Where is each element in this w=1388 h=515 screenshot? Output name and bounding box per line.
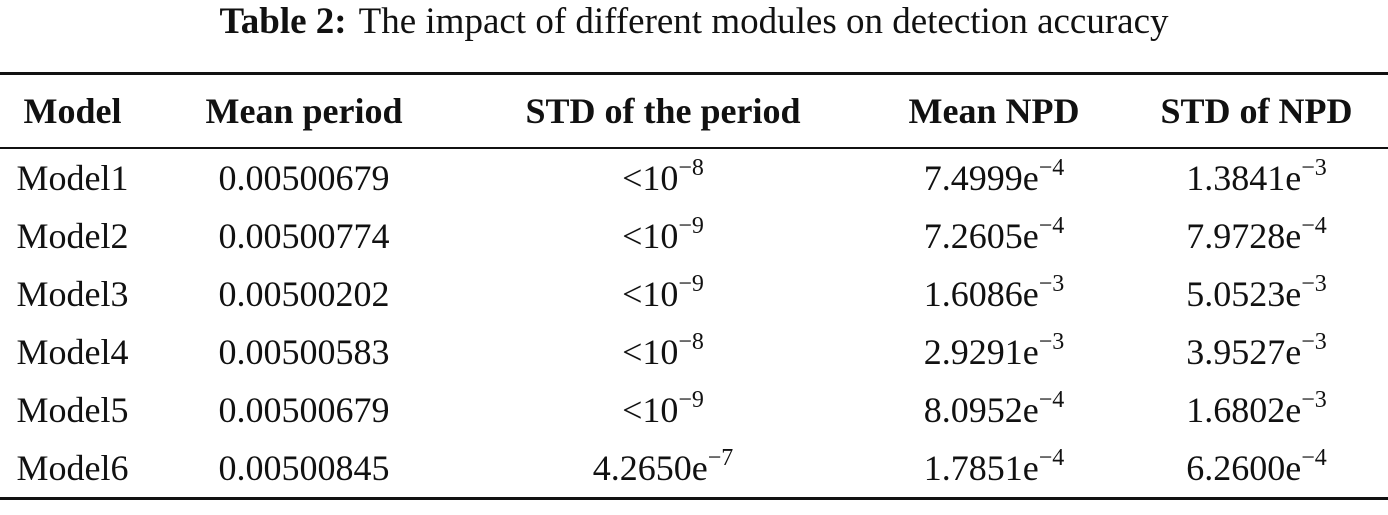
header-mean-npd: Mean NPD: [863, 72, 1125, 149]
std-npd-base: 1.3841e: [1186, 158, 1302, 198]
table-row: Model1 0.00500679 <10−8 7.4999e−4 1.3841…: [0, 148, 1388, 207]
cell-mean-period: 0.00500679: [218, 158, 390, 198]
cell-mean-npd: 8.0952e−4: [863, 381, 1125, 439]
std-period-exponent: −8: [678, 329, 704, 355]
cell-std-npd: 1.3841e−3: [1125, 148, 1388, 207]
caption-text: The impact of different modules on detec…: [358, 1, 1169, 42]
std-npd-exponent: −3: [1301, 387, 1327, 413]
std-period-exponent: −9: [678, 213, 704, 239]
std-period-base: <10: [622, 390, 679, 430]
cell-mean-period: 0.00500845: [145, 439, 463, 500]
mean-npd-base: 8.0952e: [923, 390, 1039, 430]
cell-mean-period: 0.00500202: [218, 274, 390, 314]
std-period-base: <10: [622, 332, 679, 372]
mean-npd-base: 1.6086e: [923, 274, 1039, 314]
cell-mean-period: 0.00500774: [218, 216, 390, 256]
cell-mean-npd: 1.6086e−3: [863, 265, 1125, 323]
header-std-npd: STD of NPD: [1125, 72, 1388, 149]
mean-npd-base: 1.7851e: [923, 448, 1039, 488]
table-caption: Table 2: The impact of different modules …: [0, 0, 1388, 44]
table-row: Model4 0.00500583 <10−8 2.9291e−3 3.9527…: [0, 323, 1388, 381]
std-period-exponent: −7: [707, 445, 734, 471]
std-npd-exponent: −4: [1301, 445, 1327, 471]
std-period-base: <10: [622, 158, 679, 198]
std-period-base: 4.2650e: [592, 448, 708, 488]
cell-mean-npd: 2.9291e−3: [863, 323, 1125, 381]
table-row: Model3 0.00500202 <10−9 1.6086e−3 5.0523…: [0, 265, 1388, 323]
table-header: Model Mean period STD of the period Mean…: [0, 72, 1388, 149]
cell-std-npd: 1.6802e−3: [1125, 381, 1388, 439]
cell-mean-npd: 7.4999e−4: [863, 148, 1125, 207]
header-row: Model Mean period STD of the period Mean…: [0, 72, 1388, 149]
std-period-base: <10: [622, 274, 679, 314]
std-period-exponent: −8: [678, 155, 704, 181]
table-body: Model1 0.00500679 <10−8 7.4999e−4 1.3841…: [0, 148, 1388, 500]
mean-npd-exponent: −4: [1038, 155, 1065, 181]
cell-std-npd: 3.9527e−3: [1125, 323, 1388, 381]
mean-npd-exponent: −3: [1038, 271, 1065, 297]
std-npd-exponent: −3: [1301, 329, 1327, 355]
cell-model: Model2: [16, 216, 129, 256]
cell-std-period: <10−8: [463, 148, 863, 207]
std-npd-base: 7.9728e: [1186, 216, 1302, 256]
cell-model: Model3: [16, 274, 129, 314]
cell-std-npd: 7.9728e−4: [1125, 207, 1388, 265]
mean-npd-base: 2.9291e: [923, 332, 1039, 372]
std-period-exponent: −9: [678, 387, 704, 413]
cell-std-period: <10−9: [463, 265, 863, 323]
cell-model: Model4: [16, 332, 129, 372]
std-npd-exponent: −4: [1301, 213, 1327, 239]
cell-std-period: <10−9: [463, 381, 863, 439]
std-npd-base: 3.9527e: [1186, 332, 1302, 372]
results-table: Model Mean period STD of the period Mean…: [0, 72, 1388, 500]
std-period-exponent: −9: [678, 271, 704, 297]
cell-mean-npd: 1.7851e−4: [863, 439, 1125, 500]
std-npd-base: 1.6802e: [1186, 390, 1302, 430]
cell-std-period: <10−9: [463, 207, 863, 265]
std-npd-base: 6.2600e: [1186, 448, 1302, 488]
mean-npd-exponent: −3: [1038, 329, 1065, 355]
cell-std-period: 4.2650e−7: [463, 439, 863, 500]
mean-npd-exponent: −4: [1038, 213, 1065, 239]
cell-std-npd: 6.2600e−4: [1125, 439, 1388, 500]
mean-npd-exponent: −4: [1038, 445, 1065, 471]
std-npd-exponent: −3: [1301, 155, 1327, 181]
cell-mean-period: 0.00500583: [218, 332, 390, 372]
std-npd-base: 5.0523e: [1186, 274, 1302, 314]
header-model: Model: [0, 72, 145, 149]
table-row: Model5 0.00500679 <10−9 8.0952e−4 1.6802…: [0, 381, 1388, 439]
header-mean-period: Mean period: [145, 72, 463, 149]
header-std-period: STD of the period: [463, 72, 863, 149]
table-row: Model6 0.00500845 4.2650e−7 1.7851e−4 6.…: [0, 439, 1388, 500]
cell-mean-npd: 7.2605e−4: [863, 207, 1125, 265]
results-table-container: Model Mean period STD of the period Mean…: [0, 72, 1388, 500]
mean-npd-base: 7.2605e: [923, 216, 1039, 256]
mean-npd-base: 7.4999e: [923, 158, 1039, 198]
cell-std-period: <10−8: [463, 323, 863, 381]
table-row: Model2 0.00500774 <10−9 7.2605e−4 7.9728…: [0, 207, 1388, 265]
cell-model: Model1: [16, 158, 129, 198]
caption-label: Table 2:: [219, 1, 347, 42]
cell-mean-period: 0.00500679: [218, 390, 390, 430]
std-period-base: <10: [622, 216, 679, 256]
cell-std-npd: 5.0523e−3: [1125, 265, 1388, 323]
cell-model: Model5: [16, 390, 129, 430]
std-npd-exponent: −3: [1301, 271, 1327, 297]
mean-npd-exponent: −4: [1038, 387, 1065, 413]
cell-model: Model6: [0, 439, 145, 500]
